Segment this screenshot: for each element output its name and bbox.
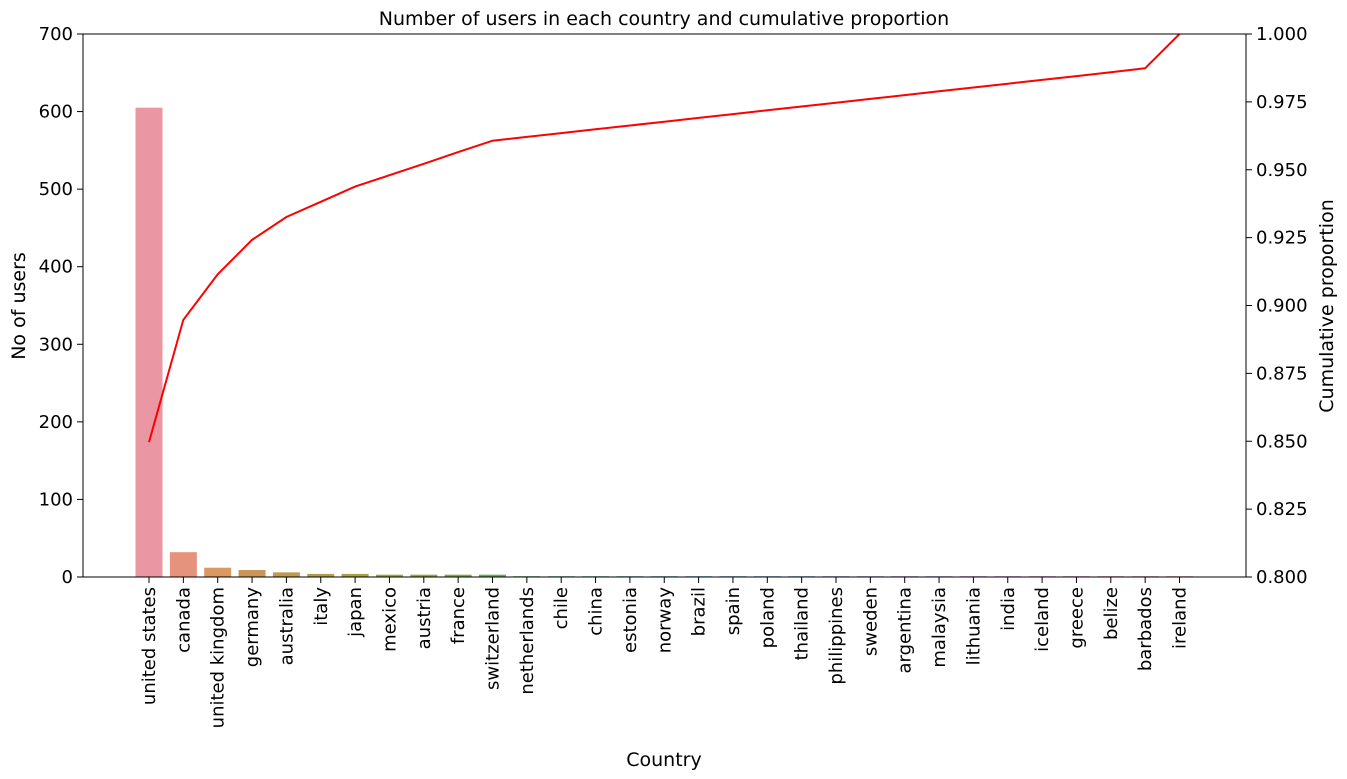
- x-tick-label: india: [998, 587, 1019, 631]
- y2-tick-label: 0.800: [1256, 567, 1308, 588]
- x-tick-label: germany: [242, 587, 263, 668]
- x-axis-label: Country: [626, 749, 701, 771]
- bar-united-states: [135, 107, 163, 577]
- x-tick-label: switzerland: [483, 587, 504, 690]
- y-tick-label: 300: [39, 334, 73, 355]
- y2-tick-label: 1.000: [1256, 24, 1308, 45]
- bar-austria: [410, 574, 438, 577]
- line-layer: [148, 33, 1181, 443]
- y2-tick-label: 0.850: [1256, 431, 1308, 452]
- x-tick-label: thailand: [792, 587, 813, 660]
- bar-japan: [341, 573, 369, 577]
- bar-australia: [272, 572, 300, 577]
- x-tick-label: netherlands: [517, 587, 538, 695]
- x-tick-label: greece: [1066, 587, 1087, 649]
- x-tick-label: china: [586, 587, 607, 636]
- x-tick-label: united kingdom: [208, 587, 229, 728]
- y-tick-label: 100: [39, 489, 73, 510]
- bar-switzerland: [479, 574, 506, 577]
- y-axis-label: No of users: [8, 252, 30, 360]
- bar-canada: [169, 552, 197, 577]
- y2-tick-label: 0.825: [1256, 499, 1308, 520]
- chart-title: Number of users in each country and cumu…: [379, 8, 949, 30]
- x-tick-label: barbados: [1135, 587, 1156, 671]
- y-tick-label: 400: [39, 257, 73, 278]
- bar-germany: [238, 570, 266, 577]
- y2-tick-label: 0.975: [1256, 92, 1308, 113]
- y-tick-label: 600: [39, 102, 73, 123]
- right-axis: 0.800 0.825 0.850 0.875 0.900 0.925 0.950 0.975…: [1246, 24, 1308, 588]
- x-tick-label: spain: [723, 587, 744, 635]
- x-tick-label: poland: [757, 587, 778, 648]
- x-tick-label: philippines: [826, 587, 847, 685]
- y-tick-label: 500: [39, 179, 73, 200]
- x-tick-label: united states: [139, 587, 160, 705]
- x-tick-label: estonia: [620, 587, 641, 653]
- x-tick-label: malaysia: [929, 587, 950, 668]
- x-tick-label: lithuania: [963, 587, 984, 665]
- cumulative-proportion-line: [148, 33, 1181, 443]
- left-axis: 0 100 200 300 400 500 600 700: [39, 24, 83, 588]
- x-tick-label: japan: [345, 587, 366, 638]
- x-tick-label: belize: [1101, 587, 1122, 640]
- bar-italy: [307, 573, 335, 577]
- x-tick-label: argentina: [895, 587, 916, 674]
- x-tick-label: austria: [414, 587, 435, 649]
- x-tick-label: chile: [551, 587, 572, 629]
- x-tick-label: canada: [173, 587, 194, 653]
- y2-axis-label: Cumulative proportion: [1316, 199, 1338, 412]
- bar-united-kingdom: [204, 567, 232, 577]
- x-tick-label: france: [448, 587, 469, 644]
- y2-tick-label: 0.900: [1256, 296, 1308, 317]
- y-tick-label: 700: [39, 24, 73, 45]
- y2-tick-label: 0.925: [1256, 228, 1308, 249]
- plot-frame: [82, 33, 1247, 578]
- x-tick-label: brazil: [689, 587, 710, 636]
- bars-layer: [135, 107, 1193, 578]
- x-tick-label: italy: [311, 587, 332, 626]
- x-tick-label: australia: [276, 587, 297, 665]
- y-tick-label: 200: [39, 412, 73, 433]
- y2-tick-label: 0.875: [1256, 363, 1308, 384]
- bar-france: [444, 574, 472, 577]
- y-tick-label: 0: [62, 567, 73, 588]
- x-axis: united states canada united kingdom germany…: [139, 577, 1191, 728]
- y2-tick-label: 0.950: [1256, 160, 1308, 181]
- x-tick-label: sweden: [860, 587, 881, 656]
- x-tick-label: ireland: [1170, 587, 1191, 649]
- x-tick-label: norway: [654, 587, 675, 654]
- bar-mexico: [375, 574, 403, 577]
- x-tick-label: iceland: [1032, 587, 1053, 652]
- x-tick-label: mexico: [379, 587, 400, 652]
